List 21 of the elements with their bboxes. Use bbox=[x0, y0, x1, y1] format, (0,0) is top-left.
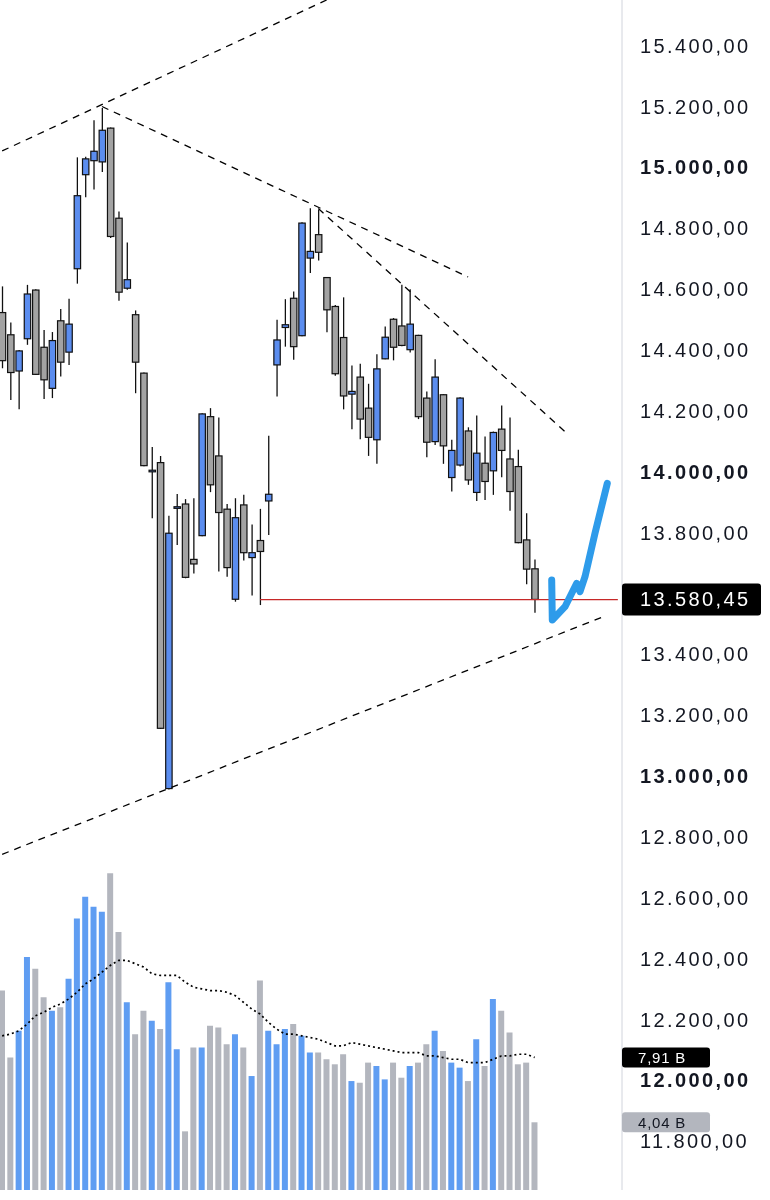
y2-tick-label: 4,04 B bbox=[638, 1113, 687, 1131]
y-tick-label: 14.800,00 bbox=[640, 217, 751, 240]
y-tick-label: 12.400,00 bbox=[640, 947, 751, 970]
y-tick-label: 13.000,00 bbox=[640, 765, 751, 788]
y-tick-label: 12.200,00 bbox=[640, 1008, 751, 1031]
y-tick-label: 12.800,00 bbox=[640, 825, 751, 848]
y-tick-label: 13.400,00 bbox=[640, 643, 751, 666]
y-tick-label: 14.400,00 bbox=[640, 339, 751, 361]
y-tick-label: 13.200,00 bbox=[640, 704, 751, 727]
y-tick-label: 15.000,00 bbox=[640, 156, 751, 179]
y-tick-label: 12.000,00 bbox=[640, 1069, 751, 1092]
y-tick-label: 13.580,45 bbox=[640, 588, 751, 611]
y2-tick-label: 7,91 B bbox=[638, 1048, 687, 1066]
y-tick-label: 14.000,00 bbox=[640, 460, 751, 483]
y-tick-label: 11.800,00 bbox=[640, 1130, 750, 1153]
y-tick-label: 15.400,00 bbox=[640, 34, 751, 57]
y-tick-label: 12.600,00 bbox=[640, 886, 751, 909]
y-tick-label: 14.200,00 bbox=[640, 399, 751, 422]
y-tick-label: 15.200,00 bbox=[640, 95, 751, 118]
y-tick-label: 13.800,00 bbox=[640, 521, 751, 544]
y-tick-label: 14.600,00 bbox=[640, 278, 751, 301]
